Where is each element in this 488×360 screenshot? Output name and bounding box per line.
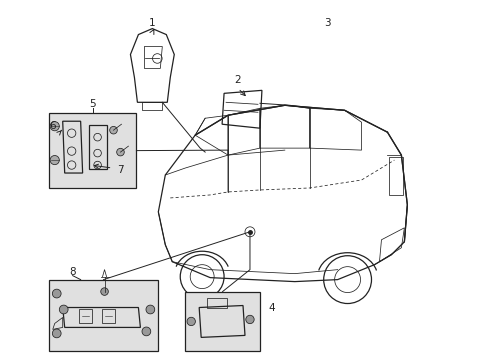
Circle shape bbox=[101, 288, 108, 295]
Circle shape bbox=[59, 305, 68, 314]
FancyBboxPatch shape bbox=[49, 113, 136, 188]
Text: 6: 6 bbox=[49, 121, 56, 131]
Circle shape bbox=[186, 317, 195, 326]
Circle shape bbox=[109, 126, 117, 134]
Circle shape bbox=[52, 289, 61, 298]
Text: 3: 3 bbox=[324, 18, 330, 28]
FancyBboxPatch shape bbox=[185, 292, 260, 351]
Text: 2: 2 bbox=[234, 75, 241, 85]
Text: 8: 8 bbox=[69, 267, 76, 276]
Circle shape bbox=[245, 315, 254, 324]
Circle shape bbox=[52, 329, 61, 338]
Circle shape bbox=[142, 327, 150, 336]
Text: 7: 7 bbox=[117, 165, 123, 175]
Text: 4: 4 bbox=[268, 302, 275, 312]
Circle shape bbox=[117, 148, 124, 156]
Bar bbox=[102, 310, 114, 323]
Bar bbox=[79, 310, 91, 323]
Text: 5: 5 bbox=[89, 99, 96, 109]
Circle shape bbox=[146, 305, 154, 314]
Circle shape bbox=[50, 156, 59, 165]
Circle shape bbox=[50, 122, 59, 131]
FancyBboxPatch shape bbox=[49, 280, 158, 351]
Text: 1: 1 bbox=[149, 18, 155, 28]
Bar bbox=[388, 157, 403, 195]
